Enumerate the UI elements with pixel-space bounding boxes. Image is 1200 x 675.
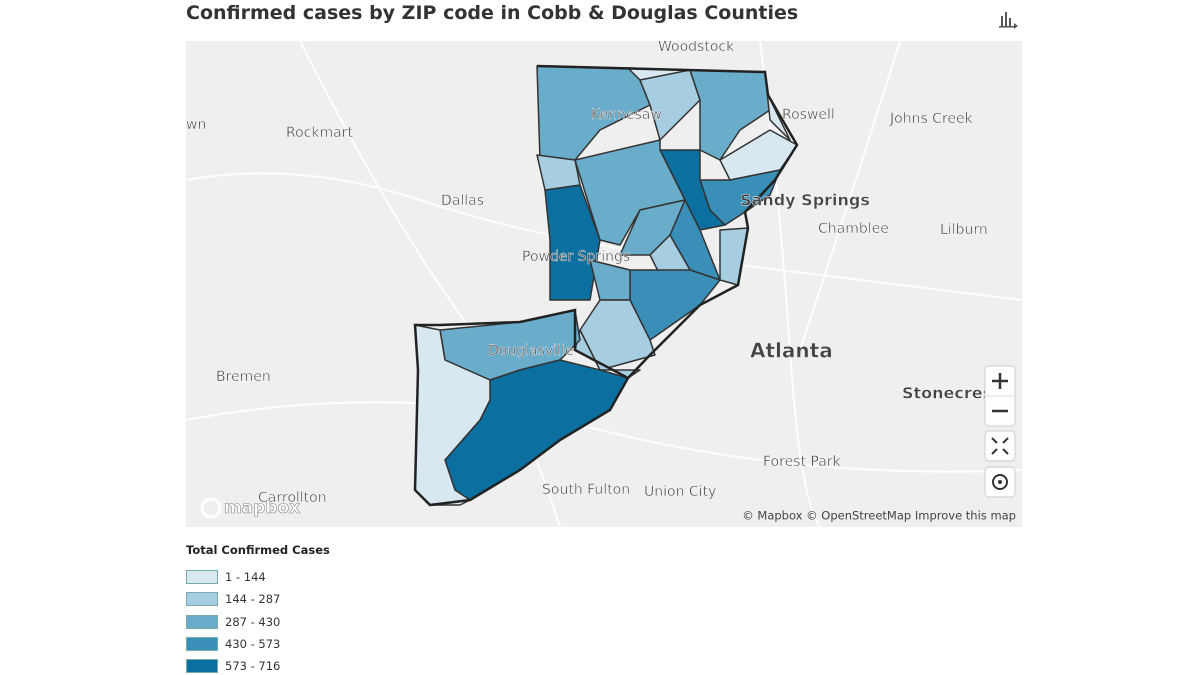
logo-icon (200, 497, 222, 519)
place-label: Douglasville (488, 343, 573, 359)
place-label: Woodstock (658, 41, 735, 55)
place-label: Atlanta (750, 339, 833, 363)
place-label: Carrollton (258, 490, 327, 506)
legend-label: 287 - 430 (225, 614, 281, 629)
legend-label: 430 - 573 (225, 636, 281, 651)
place-label: Roswell (782, 107, 835, 123)
legend-label: 144 - 287 (225, 592, 281, 607)
zoom-controls[interactable] (984, 365, 1016, 498)
logo: mapbox (224, 498, 300, 518)
legend-swatch (186, 614, 218, 629)
legend-swatch (186, 570, 218, 584)
place-label: Sandy Springs (740, 191, 870, 210)
legend-label: 1 - 144 (225, 570, 266, 584)
legend-title: Total Confirmed Cases (186, 543, 330, 557)
attribution[interactable]: © Mapbox © OpenStreetMap Improve this ma… (742, 509, 1016, 523)
legend-swatch (186, 636, 218, 651)
place-label: Bremen (216, 369, 271, 385)
legend-label: 573 - 716 (225, 659, 281, 674)
chart-icon[interactable] (998, 10, 1020, 30)
place-label: wn (186, 117, 206, 133)
place-label: Chamblee (818, 221, 889, 237)
place-label: Union City (644, 484, 716, 500)
place-label: South Fulton (542, 482, 630, 498)
legend-swatch (186, 592, 218, 607)
place-label: Johns Creek (889, 111, 974, 127)
zip-area[interactable] (639, 69, 701, 141)
place-label: Forest Park (763, 454, 842, 470)
place-label: Powder Springs (522, 249, 630, 265)
legend-swatch (186, 659, 218, 674)
map[interactable]: Woodstock Roswell Johns Creek wn Rockmart Ken… (186, 41, 1022, 527)
title: Confirmed cases by ZIP code in Cobb & Do… (186, 2, 799, 24)
place-label: Lilburn (940, 222, 988, 238)
zip-area[interactable] (536, 154, 581, 191)
place-label: Dallas (441, 193, 484, 209)
place-label: Kennesaw (591, 107, 662, 123)
place-label: Rockmart (286, 125, 353, 141)
place-label: Stonecrest (902, 384, 1000, 403)
